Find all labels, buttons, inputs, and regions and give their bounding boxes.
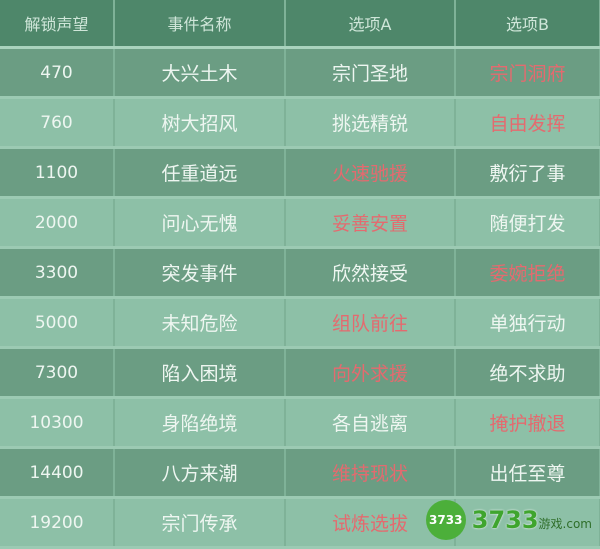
cell-option-a: 欣然接受 <box>285 247 456 299</box>
cell-event: 树大招风 <box>114 97 286 149</box>
cell-reputation: 5000 <box>0 297 115 349</box>
cell-option-b: 绝不求助 <box>455 347 600 399</box>
cell-option-b: 自由发挥 <box>455 97 600 149</box>
cell-option-b: 宗门洞府 <box>455 47 600 99</box>
cell-event: 陷入困境 <box>114 347 286 399</box>
cell-event: 未知危险 <box>114 297 286 349</box>
cell-option-a: 火速驰援 <box>285 147 456 199</box>
header-option-a: 选项A <box>285 0 456 49</box>
cell-option-b: 随便打发 <box>455 197 600 249</box>
cell-option-a: 各自逃离 <box>285 397 456 449</box>
logo-brand: 3733 <box>471 506 539 534</box>
cell-event: 突发事件 <box>114 247 286 299</box>
cell-reputation: 10300 <box>0 397 115 449</box>
header-reputation: 解锁声望 <box>0 0 115 49</box>
cell-reputation: 470 <box>0 47 115 99</box>
cell-reputation: 19200 <box>0 497 115 549</box>
cell-option-b <box>455 497 600 549</box>
table-row: 7300 陷入困境 向外求援 绝不求助 <box>0 347 600 399</box>
cell-option-b: 委婉拒绝 <box>455 247 600 299</box>
table-row: 760 树大招风 挑选精锐 自由发挥 <box>0 97 600 149</box>
cell-reputation: 3300 <box>0 247 115 299</box>
cell-reputation: 1100 <box>0 147 115 199</box>
header-option-b: 选项B <box>455 0 600 49</box>
cell-event: 问心无愧 <box>114 197 286 249</box>
table-row: 2000 问心无愧 妥善安置 随便打发 <box>0 197 600 249</box>
table-row: 1100 任重道远 火速驰援 敷衍了事 <box>0 147 600 199</box>
cell-event: 宗门传承 <box>114 497 286 549</box>
cell-event: 大兴土木 <box>114 47 286 99</box>
cell-option-b: 出任至尊 <box>455 447 600 499</box>
table-row: 5000 未知危险 组队前往 单独行动 <box>0 297 600 349</box>
cell-event: 八方来潮 <box>114 447 286 499</box>
cell-option-a: 挑选精锐 <box>285 97 456 149</box>
logo-badge: 3733 <box>425 500 466 540</box>
table-row: 10300 身陷绝境 各自逃离 掩护撤退 <box>0 397 600 449</box>
cell-option-a: 妥善安置 <box>285 197 456 249</box>
cell-option-a: 宗门圣地 <box>285 47 456 99</box>
cell-reputation: 7300 <box>0 347 115 399</box>
table-row: 14400 八方来潮 维持现状 出任至尊 <box>0 447 600 499</box>
header-row: 解锁声望 事件名称 选项A 选项B <box>0 0 600 49</box>
cell-option-b: 单独行动 <box>455 297 600 349</box>
logo-suffix: 游戏.com <box>538 517 592 531</box>
cell-option-a: 组队前往 <box>285 297 456 349</box>
cell-option-b: 敷衍了事 <box>455 147 600 199</box>
cell-reputation: 14400 <box>0 447 115 499</box>
cell-option-a: 向外求援 <box>285 347 456 399</box>
cell-reputation: 760 <box>0 97 115 149</box>
cell-option-a: 维持现状 <box>285 447 456 499</box>
cell-event: 任重道远 <box>114 147 286 199</box>
header-event: 事件名称 <box>114 0 286 49</box>
cell-event: 身陷绝境 <box>114 397 286 449</box>
cell-option-b: 掩护撤退 <box>455 397 600 449</box>
table-row: 470 大兴土木 宗门圣地 宗门洞府 <box>0 47 600 99</box>
cell-reputation: 2000 <box>0 197 115 249</box>
table-row: 3300 突发事件 欣然接受 委婉拒绝 <box>0 247 600 299</box>
watermark-logo: 3733 3733游戏.com <box>425 500 592 540</box>
